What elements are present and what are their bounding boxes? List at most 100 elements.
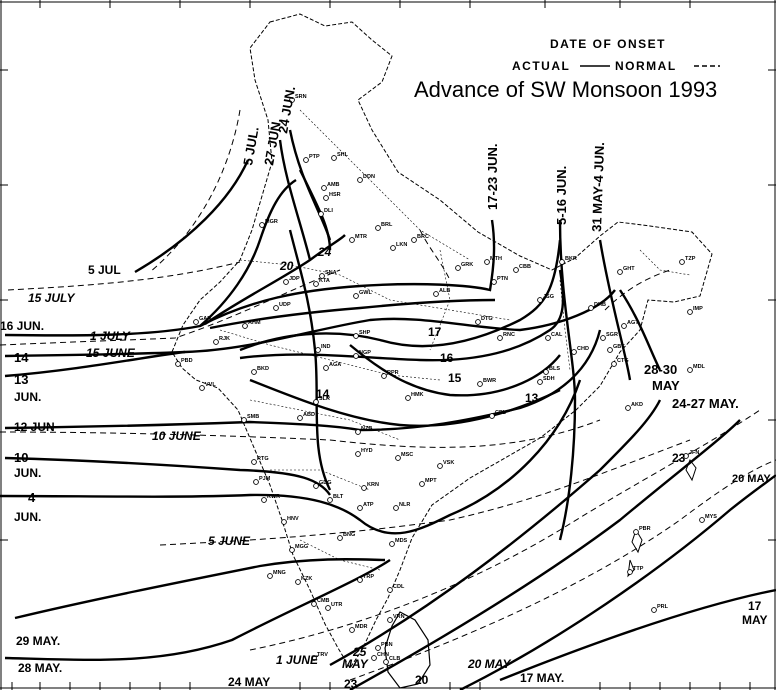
label-17-may-bottom: 17 MAY. — [520, 671, 564, 685]
label-14-left: 14 — [14, 350, 29, 365]
label-28-30-may: MAY — [652, 378, 680, 393]
station-label: BRL — [381, 222, 393, 228]
station-label: HMK — [411, 392, 424, 398]
station-label: JDP — [289, 276, 300, 282]
station-marker — [199, 385, 205, 391]
station-label: DDN — [363, 174, 375, 180]
station-marker — [475, 319, 481, 325]
station-marker — [267, 573, 273, 579]
station-marker — [381, 373, 387, 379]
label-jun-13: JUN. — [14, 390, 41, 404]
station-marker — [627, 569, 633, 575]
station-marker — [419, 481, 425, 487]
station-marker — [411, 237, 417, 243]
station-marker — [318, 211, 324, 217]
station-label: RPR — [387, 370, 399, 376]
station-marker — [251, 369, 257, 375]
station-marker — [261, 497, 267, 503]
station-label: GRK — [461, 262, 473, 268]
station-label: GHT — [623, 266, 635, 272]
station-marker — [353, 333, 359, 339]
station-label: TTP — [633, 566, 644, 572]
station-label: SRN — [295, 94, 307, 100]
legend-actual-label: ACTUAL — [512, 59, 570, 73]
station-marker — [537, 297, 543, 303]
station-marker — [331, 155, 337, 161]
label-23-bottom: 23 — [344, 677, 358, 690]
station-label: MNG — [273, 570, 286, 576]
label-15-july: 15 JULY — [28, 291, 75, 305]
station-label: RJK — [219, 336, 230, 342]
station-label: RNC — [503, 332, 515, 338]
label-17-right: 17 — [748, 599, 762, 613]
station-label: CDL — [393, 584, 405, 590]
andaman-islands — [627, 458, 697, 578]
station-label: LKN — [396, 242, 407, 248]
label-17-may-right: MAY — [742, 613, 768, 627]
station-marker — [633, 529, 639, 535]
station-label: BLT — [333, 494, 344, 500]
station-label: CTG — [617, 358, 629, 364]
station-label: AGT — [627, 320, 639, 326]
station-marker — [387, 587, 393, 593]
station-marker — [295, 579, 301, 585]
station-label: CHN — [377, 652, 389, 658]
station-label: PTN — [497, 276, 508, 282]
station-label: ABD — [303, 412, 315, 418]
station-label: CBB — [519, 264, 531, 270]
station-marker — [349, 237, 355, 243]
station-label: MSC — [401, 452, 413, 458]
station-label: UDP — [279, 302, 291, 308]
label-1-june: 1 JUNE — [276, 653, 319, 667]
sri-lanka-outline — [384, 611, 431, 689]
station-marker — [497, 335, 503, 341]
station-label: PBR — [639, 526, 651, 532]
label-10-june: 10 JUNE — [152, 429, 202, 443]
station-label: TZP — [685, 256, 696, 262]
actual-onset-lines — [0, 129, 776, 690]
station-label: SDH — [543, 376, 555, 382]
station-label: GAN — [199, 316, 211, 322]
station-label: MGG — [295, 544, 308, 550]
station-marker — [315, 347, 321, 353]
station-marker — [361, 485, 367, 491]
station-label: VRN — [393, 614, 405, 620]
station-marker — [175, 361, 181, 367]
station-label: MYS — [705, 514, 717, 520]
station-label: MDS — [395, 538, 408, 544]
station-marker — [311, 655, 317, 661]
station-marker — [289, 97, 295, 103]
station-label: MTH — [490, 256, 502, 262]
station-marker — [313, 399, 319, 405]
label-jun-4: JUN. — [14, 510, 41, 524]
station-label: MDR — [355, 624, 368, 630]
station-label: DTG — [481, 316, 493, 322]
station-marker — [323, 195, 329, 201]
station-label: PBN — [381, 642, 393, 648]
station-marker — [319, 273, 325, 279]
station-label: BKR — [565, 256, 577, 262]
label-24-jun-top: 24 JUN. — [275, 85, 298, 135]
state-boundaries — [219, 109, 691, 571]
station-label: RTG — [257, 456, 269, 462]
station-label: AMB — [327, 182, 340, 188]
station-label: PRL — [657, 604, 669, 610]
station-label: JFN — [689, 450, 699, 456]
label-24-may-bottom: 24 MAY — [228, 675, 270, 689]
station-marker — [323, 365, 329, 371]
station-label: VVL — [205, 382, 216, 388]
station-marker — [251, 459, 257, 465]
station-marker — [259, 222, 265, 228]
label-4-left: 4 — [28, 490, 36, 505]
station-marker — [389, 541, 395, 547]
station-marker — [513, 267, 519, 273]
station-label: SHP — [359, 330, 371, 336]
station-marker — [311, 601, 317, 607]
station-marker — [621, 323, 627, 329]
station-marker — [433, 291, 439, 297]
station-label: HNV — [287, 516, 299, 522]
station-label: SMB — [247, 414, 259, 420]
station-marker — [353, 293, 359, 299]
station-marker — [357, 177, 363, 183]
station-marker — [484, 259, 490, 265]
